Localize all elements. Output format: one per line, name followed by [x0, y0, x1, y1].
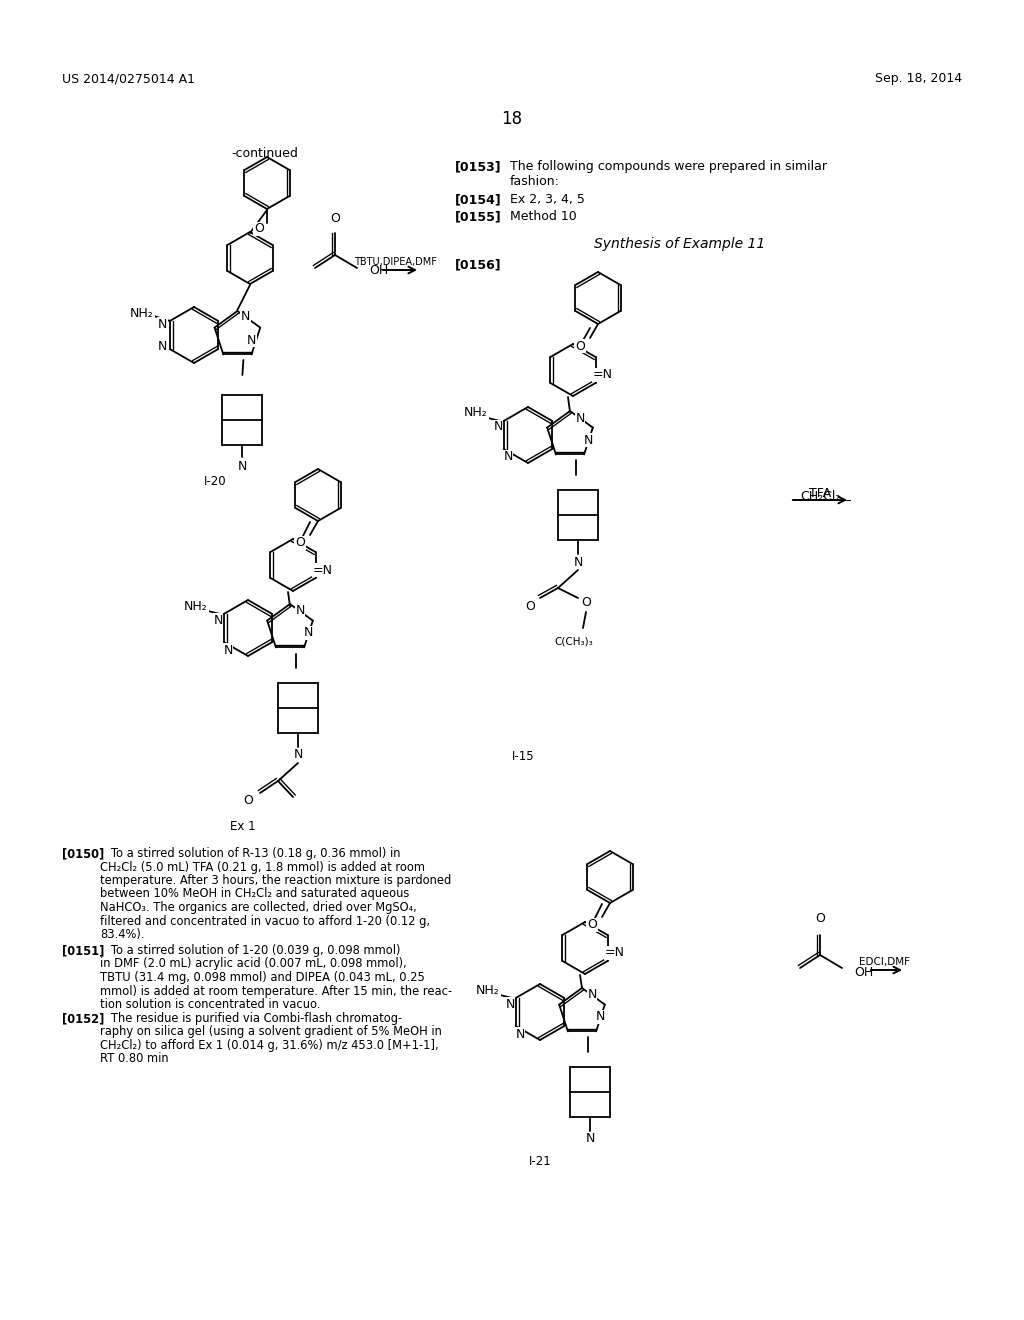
- Text: CH₂Cl₂ (5.0 mL) TFA (0.21 g, 1.8 mmol) is added at room: CH₂Cl₂ (5.0 mL) TFA (0.21 g, 1.8 mmol) i…: [100, 861, 425, 874]
- Text: 83.4%).: 83.4%).: [100, 928, 144, 941]
- Text: temperature. After 3 hours, the reaction mixture is pardoned: temperature. After 3 hours, the reaction…: [100, 874, 452, 887]
- Text: I-21: I-21: [528, 1155, 551, 1168]
- Text: N: N: [588, 989, 597, 1002]
- Text: mmol) is added at room temperature. After 15 min, the reac-: mmol) is added at room temperature. Afte…: [100, 985, 453, 998]
- Text: I-20: I-20: [204, 475, 226, 488]
- Text: N: N: [293, 748, 303, 762]
- Text: =N: =N: [593, 368, 613, 381]
- Text: 18: 18: [502, 110, 522, 128]
- Text: =N: =N: [313, 564, 333, 577]
- Text: [0155]: [0155]: [455, 210, 502, 223]
- Text: OH: OH: [854, 965, 873, 978]
- Text: The following compounds were prepared in similar: The following compounds were prepared in…: [510, 160, 827, 173]
- Text: O: O: [587, 919, 597, 932]
- Text: EDCI,DMF: EDCI,DMF: [859, 957, 910, 968]
- Text: N: N: [223, 644, 232, 656]
- Text: N: N: [247, 334, 256, 346]
- Text: N: N: [494, 421, 503, 433]
- Text: O: O: [581, 595, 591, 609]
- Text: N: N: [295, 605, 305, 618]
- Text: between 10% MeOH in CH₂Cl₂ and saturated aqueous: between 10% MeOH in CH₂Cl₂ and saturated…: [100, 887, 410, 900]
- Text: N: N: [584, 433, 593, 446]
- Text: TBTU,DIPEA,DMF: TBTU,DIPEA,DMF: [353, 257, 436, 267]
- Text: N: N: [158, 339, 168, 352]
- Text: Method 10: Method 10: [510, 210, 577, 223]
- Text: N: N: [238, 461, 247, 474]
- Text: N: N: [158, 318, 168, 330]
- Text: NaHCO₃. The organics are collected, dried over MgSO₄,: NaHCO₃. The organics are collected, drie…: [100, 902, 417, 913]
- Text: [0151]: [0151]: [62, 944, 104, 957]
- Text: OH: OH: [369, 264, 388, 277]
- Text: N: N: [504, 450, 513, 463]
- Text: To a stirred solution of 1-20 (0.039 g, 0.098 mmol): To a stirred solution of 1-20 (0.039 g, …: [100, 944, 400, 957]
- Text: NH₂: NH₂: [130, 306, 154, 319]
- Text: =N: =N: [605, 946, 625, 960]
- Text: [0154]: [0154]: [455, 193, 502, 206]
- Text: O: O: [295, 536, 305, 549]
- Text: filtered and concentrated in vacuo to afford 1-20 (0.12 g,: filtered and concentrated in vacuo to af…: [100, 915, 430, 928]
- Text: C(CH₃)₃: C(CH₃)₃: [555, 638, 593, 647]
- Text: US 2014/0275014 A1: US 2014/0275014 A1: [62, 73, 195, 84]
- Text: raphy on silica gel (using a solvent gradient of 5% MeOH in: raphy on silica gel (using a solvent gra…: [100, 1026, 442, 1039]
- Text: The residue is purified via Combi-flash chromatog-: The residue is purified via Combi-flash …: [100, 1012, 402, 1026]
- Text: N: N: [595, 1011, 605, 1023]
- Text: TBTU (31.4 mg, 0.098 mmol) and DIPEA (0.043 mL, 0.25: TBTU (31.4 mg, 0.098 mmol) and DIPEA (0.…: [100, 972, 425, 983]
- Text: in DMF (2.0 mL) acrylic acid (0.007 mL, 0.098 mmol),: in DMF (2.0 mL) acrylic acid (0.007 mL, …: [100, 957, 407, 970]
- Text: [0153]: [0153]: [455, 160, 502, 173]
- Text: O: O: [575, 339, 585, 352]
- Text: CH₂Cl₂: CH₂Cl₂: [800, 490, 840, 503]
- Text: N: N: [573, 556, 583, 569]
- Text: N: N: [515, 1027, 524, 1040]
- Text: O: O: [815, 912, 825, 925]
- Text: -continued: -continued: [231, 147, 298, 160]
- Text: [0152]: [0152]: [62, 1012, 104, 1026]
- Text: CH₂Cl₂) to afford Ex 1 (0.014 g, 31.6%) m/z 453.0 [M+1-1],: CH₂Cl₂) to afford Ex 1 (0.014 g, 31.6%) …: [100, 1039, 438, 1052]
- Text: tion solution is concentrated in vacuo.: tion solution is concentrated in vacuo.: [100, 998, 321, 1011]
- Text: NH₂: NH₂: [464, 407, 487, 420]
- Text: O: O: [525, 599, 535, 612]
- Text: TFA: TFA: [809, 487, 831, 500]
- Text: Ex 1: Ex 1: [230, 820, 256, 833]
- Text: Sep. 18, 2014: Sep. 18, 2014: [874, 73, 962, 84]
- Text: [0156]: [0156]: [455, 257, 502, 271]
- Text: fashion:: fashion:: [510, 176, 560, 187]
- Text: N: N: [575, 412, 585, 425]
- Text: N: N: [241, 310, 250, 323]
- Text: N: N: [213, 614, 222, 627]
- Text: [0150]: [0150]: [62, 847, 104, 861]
- Text: N: N: [586, 1133, 595, 1146]
- Text: O: O: [330, 213, 340, 224]
- Text: NH₂: NH₂: [476, 983, 500, 997]
- Text: NH₂: NH₂: [184, 599, 208, 612]
- Text: RT 0.80 min: RT 0.80 min: [100, 1052, 169, 1065]
- Text: To a stirred solution of R-13 (0.18 g, 0.36 mmol) in: To a stirred solution of R-13 (0.18 g, 0…: [100, 847, 400, 861]
- Text: I-15: I-15: [512, 750, 535, 763]
- Text: N: N: [303, 627, 312, 639]
- Text: Ex 2, 3, 4, 5: Ex 2, 3, 4, 5: [510, 193, 585, 206]
- Text: N: N: [505, 998, 515, 1011]
- Text: Synthesis of Example 11: Synthesis of Example 11: [594, 238, 766, 251]
- Text: O: O: [254, 223, 264, 235]
- Text: O: O: [243, 795, 253, 808]
